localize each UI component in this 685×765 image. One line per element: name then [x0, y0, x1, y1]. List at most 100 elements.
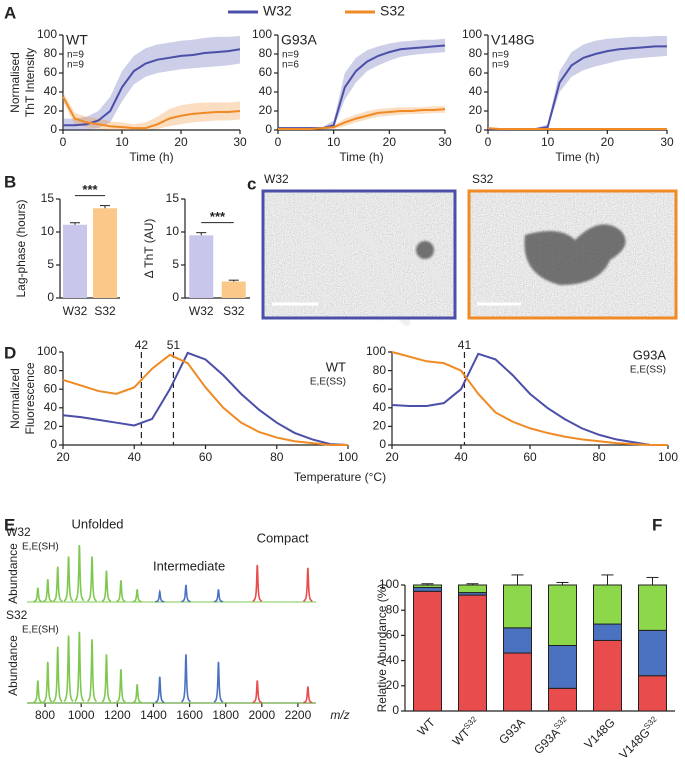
x-tick-label: W32 [189, 304, 214, 318]
annotation: n=9 [492, 50, 509, 61]
y-tick-label: 20 [373, 419, 387, 433]
peak [42, 661, 53, 703]
x-tick-label: 1000 [68, 708, 95, 722]
y-tick-label: 40 [373, 400, 387, 414]
peak [116, 580, 126, 603]
x-tick-label: 2000 [248, 708, 275, 722]
bar [189, 235, 214, 298]
x-tick-label: 10 [115, 135, 129, 149]
peak [132, 684, 142, 704]
x-tick-label: 2200 [285, 708, 312, 722]
panel-label: D [4, 343, 16, 362]
x-tick-label: 20 [56, 450, 70, 464]
x-tick-label: 1800 [212, 708, 239, 722]
spectrum-label: S32 [6, 608, 28, 622]
y-tick-label: 15 [41, 191, 55, 205]
peak [33, 680, 43, 704]
y-tick-label: 60 [44, 381, 58, 395]
bar-segment [548, 584, 577, 646]
y-tick-label: 20 [386, 678, 400, 692]
micrograph-s32 [467, 189, 678, 320]
y-axis-label: Normalized [8, 368, 22, 429]
spectrum-label: W32 [6, 525, 31, 539]
bar [93, 208, 117, 298]
marker-label: 51 [167, 338, 181, 352]
x-tick-label: 0 [485, 135, 492, 149]
bar-segment [593, 623, 622, 641]
panel-label: E [4, 515, 15, 534]
category-name: G93A [496, 715, 528, 747]
y-tick-label: 80 [44, 46, 58, 60]
y-tick-label: 10 [166, 224, 180, 238]
peak [213, 589, 224, 603]
spectrum-sublabel: E,E(SH) [22, 542, 59, 553]
y-axis-label: Relative Abundance (%) [375, 584, 389, 713]
x-tick-label: 30 [233, 135, 247, 149]
x-tick-label: 0 [60, 135, 67, 149]
x-tick-label: 20 [174, 135, 188, 149]
y-tick-label: 60 [386, 628, 400, 642]
annotation: n=9 [492, 60, 509, 71]
peak [87, 639, 98, 703]
y-tick-label: 20 [469, 103, 483, 117]
y-tick-label: 0 [50, 122, 57, 136]
peak [155, 588, 165, 603]
x-axis-label: Time (h) [555, 150, 599, 164]
x-tick-label: 40 [128, 450, 142, 464]
y-tick-label: 0 [475, 122, 482, 136]
x-tick-label: G93AS32 [530, 714, 573, 757]
peak [252, 564, 263, 602]
data-line [62, 353, 348, 446]
bar-segment [638, 584, 667, 631]
bar-segment [593, 639, 622, 712]
x-axis-label: m/z [330, 708, 349, 722]
category-superscript: S32 [462, 714, 479, 731]
y-tick-label: 80 [259, 46, 273, 60]
y-tick-label: 100 [379, 577, 399, 591]
significance-label: *** [82, 182, 98, 197]
peak [74, 544, 85, 602]
peak [303, 567, 313, 602]
x-tick-label: 800 [35, 708, 55, 722]
bar-segment [593, 584, 622, 625]
marker-label: 42 [135, 338, 149, 352]
y-tick-label: 0 [379, 437, 386, 451]
peak [87, 556, 97, 602]
region-label: Compact [257, 530, 309, 545]
x-tick-label: V148GS32 [616, 714, 664, 762]
x-tick-label: 80 [270, 450, 284, 464]
spectrum-sublabel: E,E(SH) [22, 625, 59, 636]
y-tick-label: 60 [469, 65, 483, 79]
y-tick-label: 40 [469, 84, 483, 98]
x-tick-label: 0 [275, 135, 282, 149]
peak [181, 584, 191, 603]
y-axis-label: Abundance [6, 543, 20, 604]
y-tick-label: 40 [44, 84, 58, 98]
y-axis-label: Lag-phase (hours) [14, 199, 28, 297]
y-tick-label: 0 [392, 703, 399, 717]
chart-sublabel: E,E(SS) [630, 365, 666, 376]
x-tick-label: V148G [582, 715, 618, 751]
y-tick-label: 40 [259, 84, 273, 98]
y-tick-label: 100 [37, 27, 57, 41]
x-tick-label: 100 [338, 450, 358, 464]
y-tick-label: 0 [50, 437, 57, 451]
y-axis-label: Normalised [8, 52, 22, 113]
x-tick-label: 1400 [140, 708, 167, 722]
category-superscript: S32 [642, 714, 659, 731]
y-tick-label: 80 [373, 363, 387, 377]
x-tick-label: S32 [223, 304, 245, 318]
chart-label: V148G [491, 32, 535, 48]
data-line [487, 127, 667, 131]
peak [63, 635, 74, 702]
peak [43, 579, 53, 603]
y-axis-label: Fluorescence [23, 362, 37, 434]
chart-sublabel: E,E(SS) [310, 377, 346, 388]
x-tick-label: 10 [327, 135, 341, 149]
peak [155, 676, 165, 704]
x-tick-label: 1600 [176, 708, 203, 722]
peak [303, 686, 313, 704]
y-tick-label: 20 [44, 419, 58, 433]
y-axis-label: Abundance [6, 635, 20, 696]
